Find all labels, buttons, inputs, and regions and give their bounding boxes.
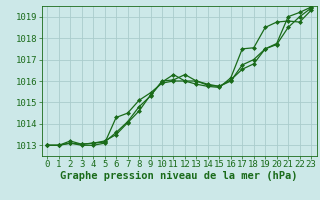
X-axis label: Graphe pression niveau de la mer (hPa): Graphe pression niveau de la mer (hPa): [60, 171, 298, 181]
